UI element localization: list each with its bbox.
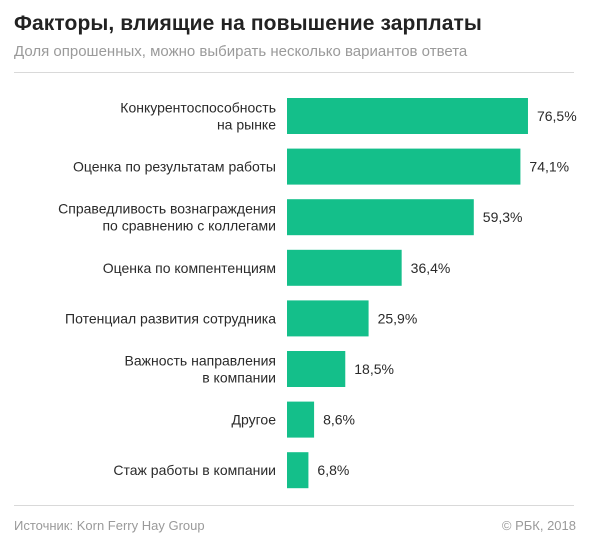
- chart-subtitle: Доля опрошенных, можно выбирать нескольк…: [14, 43, 468, 60]
- bar-7: [287, 401, 315, 438]
- bar-4: [287, 249, 402, 286]
- value-label-3: 59,3%: [483, 209, 523, 225]
- value-label-7: 8,6%: [323, 412, 355, 428]
- source-note: Источник: Korn Ferry Hay Group: [14, 518, 205, 533]
- category-label-3: Справедливость вознаграждения по сравнени…: [58, 201, 276, 234]
- chart-title: Факторы, влиящие на повышение зарплаты: [14, 12, 482, 35]
- category-label-2: Оценка по результатам работы: [73, 159, 276, 175]
- bar-1: [287, 98, 528, 134]
- bar-6: [287, 351, 346, 387]
- bar-8: [287, 452, 309, 489]
- value-label-5: 25,9%: [378, 310, 418, 326]
- value-label-4: 36,4%: [411, 260, 451, 276]
- category-label-4: Оценка по компентенциям: [103, 260, 276, 276]
- category-label-1: Конкурентоспособность на рынке: [120, 100, 276, 133]
- category-label-5: Потенциал развития сотрудника: [65, 310, 276, 326]
- copyright-note: © РБК, 2018: [501, 518, 576, 533]
- category-label-8: Стаж работы в компании: [113, 462, 276, 478]
- top-divider: [14, 72, 574, 73]
- value-label-6: 18,5%: [354, 361, 394, 377]
- category-label-7: Другое: [232, 412, 277, 428]
- bar-5: [287, 300, 369, 337]
- value-label-2: 74,1%: [529, 159, 569, 175]
- value-label-8: 6,8%: [317, 462, 349, 478]
- value-label-1: 76,5%: [537, 108, 577, 124]
- bar-2: [287, 148, 521, 185]
- bottom-divider: [14, 505, 574, 506]
- category-label-6: Важность направления в компании: [125, 353, 276, 386]
- bar-3: [287, 199, 474, 236]
